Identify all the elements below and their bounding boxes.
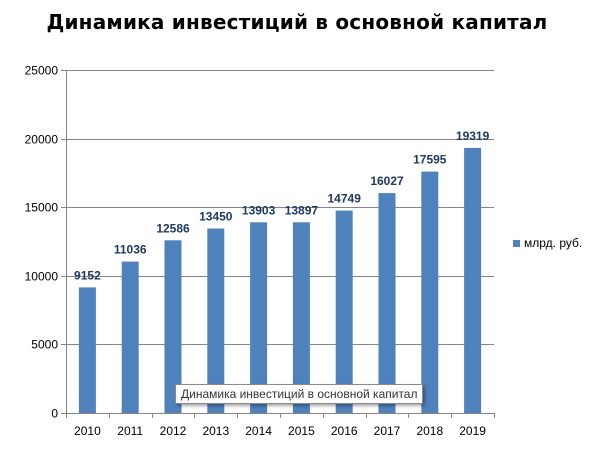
bar-2013 [207, 228, 225, 413]
data-label-2019: 19319 [456, 129, 490, 143]
x-tick-label-2019: 2019 [459, 424, 486, 438]
data-label-2012: 12586 [156, 221, 190, 235]
chart-tooltip: Динамика инвестиций в основной капитал [175, 384, 424, 404]
bar-2016 [335, 210, 353, 413]
bar-2017 [378, 193, 396, 413]
data-label-2016: 14749 [328, 192, 362, 206]
legend-swatch [513, 240, 520, 247]
x-tick-label-2011: 2011 [117, 424, 143, 438]
y-tick-label: 25000 [25, 64, 59, 78]
y-tick-label: 10000 [25, 270, 59, 284]
bars [78, 147, 482, 413]
bar-2018 [421, 171, 439, 413]
x-tick-label-2018: 2018 [416, 424, 443, 438]
data-label-2014: 13903 [242, 203, 276, 217]
data-label-2015: 13897 [285, 203, 319, 217]
bar-2019 [464, 147, 482, 413]
x-tick-label-2010: 2010 [74, 424, 101, 438]
x-tick-label-2014: 2014 [245, 424, 272, 438]
axes: 0 5000 10000 15000 20000 25000 2010 2011 2012 201… [25, 64, 495, 438]
y-tick-label: 5000 [31, 338, 58, 352]
x-tick-label-2016: 2016 [331, 424, 358, 438]
x-tick-label-2012: 2012 [160, 424, 187, 438]
x-tick-label-2015: 2015 [288, 424, 315, 438]
legend-label: млрд. руб. [524, 236, 582, 250]
bar-2011 [121, 261, 139, 413]
data-label-2013: 13450 [199, 210, 233, 224]
data-label-2017: 16027 [370, 174, 404, 188]
bar-2014 [250, 222, 268, 413]
data-label-2018: 17595 [413, 153, 447, 167]
y-tick-label: 15000 [25, 201, 59, 215]
y-tick-label: 20000 [25, 133, 59, 147]
x-tick-label-2017: 2017 [374, 424, 401, 438]
chart-title: Динамика инвестиций в основной капитал [46, 10, 548, 34]
data-label-2011: 11036 [114, 243, 147, 257]
data-label-2010: 9152 [74, 268, 101, 282]
bar-2010 [78, 287, 96, 413]
legend: млрд. руб. [513, 236, 582, 250]
bar-2015 [292, 222, 310, 413]
y-tick-label: 0 [51, 407, 58, 421]
data-labels: 9152 11036 12586 13450 13903 13897 14749 16027 1… [74, 129, 490, 283]
x-tick-label-2013: 2013 [202, 424, 229, 438]
bar-2012 [164, 240, 182, 413]
